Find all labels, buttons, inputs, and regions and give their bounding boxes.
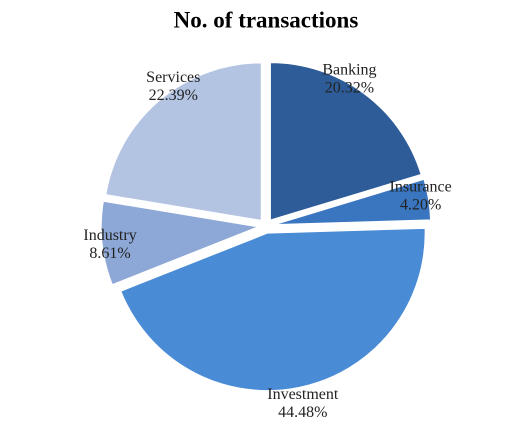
pie-slice: [100, 200, 262, 286]
slice-label: Industry: [83, 227, 136, 244]
slice-value-label: 4.20%: [400, 196, 441, 213]
slice-label: Services: [146, 69, 200, 86]
slice-value-label: 44.48%: [278, 404, 327, 421]
pie-slice: [104, 61, 263, 222]
slice-value-label: 22.39%: [149, 87, 198, 104]
slice-label: Banking: [322, 62, 376, 79]
slice-label: Investment: [267, 386, 339, 403]
pie-slice: [119, 227, 427, 392]
chart-title: No. of transactions: [174, 7, 359, 32]
slice-value-label: 20.32%: [325, 80, 374, 97]
pie-slice: [272, 178, 432, 226]
slice-label: Insurance: [390, 178, 452, 195]
slice-value-label: 8.61%: [89, 245, 130, 262]
pie-slice: [269, 61, 423, 222]
